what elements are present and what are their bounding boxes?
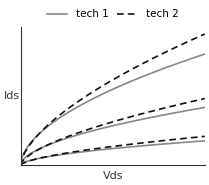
Legend: tech 1, tech 2: tech 1, tech 2 <box>42 5 183 23</box>
Y-axis label: Ids: Ids <box>4 91 20 101</box>
X-axis label: Vds: Vds <box>102 171 123 181</box>
